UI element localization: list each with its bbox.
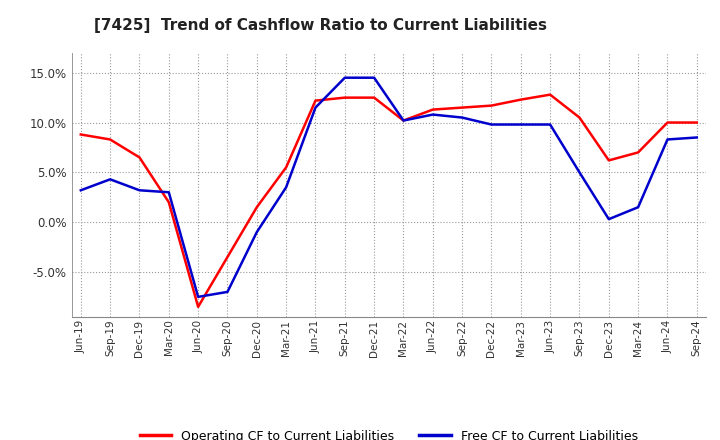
Text: [7425]  Trend of Cashflow Ratio to Current Liabilities: [7425] Trend of Cashflow Ratio to Curren…: [94, 18, 546, 33]
Legend: Operating CF to Current Liabilities, Free CF to Current Liabilities: Operating CF to Current Liabilities, Fre…: [135, 425, 643, 440]
